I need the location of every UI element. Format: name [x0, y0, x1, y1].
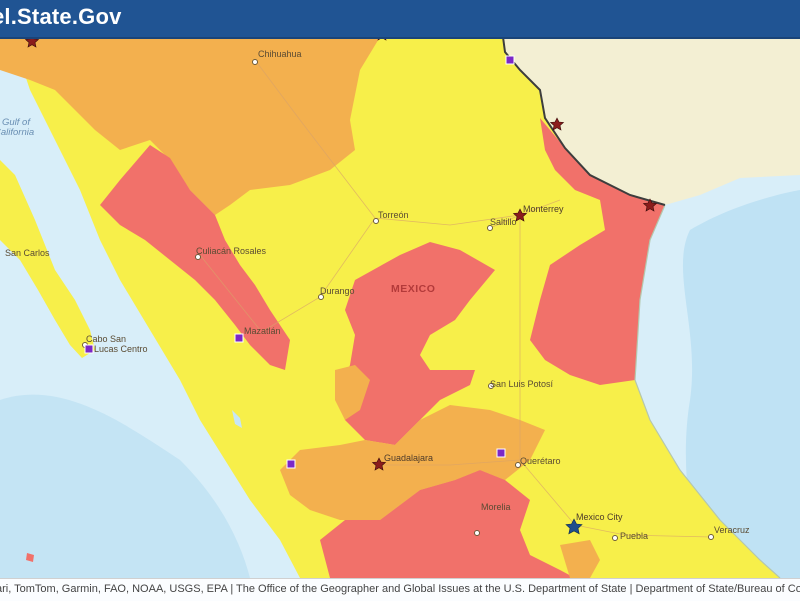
city-label-cabo-line2: Lucas Centro [94, 344, 148, 354]
city-label-queretaro: Querétaro [520, 456, 561, 466]
agency-square-icon[interactable] [234, 333, 244, 343]
embassy-star-icon[interactable] [565, 518, 583, 535]
city-label-cabo-line1: Cabo San [86, 334, 126, 344]
city-dots [82, 59, 714, 541]
consulate-star-icon[interactable] [24, 37, 40, 48]
country-label-mexico: MEXICO [391, 283, 435, 295]
water-label-gulf-line1: Gulf of [2, 117, 31, 128]
island [232, 410, 242, 428]
city-label-saltillo: Saltillo [490, 217, 517, 227]
city-label-morelia: Morelia [481, 502, 511, 512]
agency-square-icon[interactable] [505, 55, 515, 65]
map-attribution: ari, TomTom, Garmin, FAO, NOAA, USGS, EP… [0, 578, 800, 601]
us-territory [503, 37, 800, 205]
zone-reconsider-puebla-south [560, 540, 600, 578]
zone-do-not-travel-michoacan [320, 470, 575, 578]
city-label-puebla: Puebla [620, 531, 648, 541]
city-label-torreon: Torreón [378, 210, 409, 220]
agency-square-icon[interactable] [286, 459, 296, 469]
consulate-star-icon[interactable] [642, 198, 658, 212]
zone-do-not-travel-zacatecas [340, 242, 495, 445]
city-label-monterrey: Monterrey [523, 204, 564, 214]
city-label-chihuahua: Chihuahua [258, 49, 302, 59]
travel-advisory-map[interactable]: Chihuahua Torreón Monterrey Saltillo Cul… [0, 37, 800, 578]
zone-reconsider-chihuahua [0, 37, 380, 215]
city-label-veracruz: Veracruz [714, 525, 750, 535]
site-title[interactable]: el.State.Gov [0, 4, 122, 29]
consulate-star-icon[interactable] [512, 208, 528, 222]
city-label-mexico-city: Mexico City [576, 512, 623, 522]
agency-markers[interactable] [84, 55, 515, 469]
water-label-gulf-line2: California [0, 127, 34, 138]
zone-do-not-travel-sinaloa [100, 145, 290, 370]
consulate-star-icon[interactable] [371, 457, 387, 471]
city-label-san-luis-potosi: San Luis Potosí [490, 379, 554, 389]
city-label-guadalajara: Guadalajara [384, 453, 433, 463]
zone-do-not-travel-tamaulipas [530, 118, 665, 385]
agency-square-icon[interactable] [84, 344, 94, 354]
road-network [199, 59, 713, 538]
deep-ocean-shade [682, 190, 800, 578]
zone-baja-peninsula [0, 160, 95, 358]
agency-square-icon[interactable] [496, 448, 506, 458]
city-label-culiacan: Culiacán Rosales [196, 246, 267, 256]
header-bar: el.State.Gov [0, 0, 800, 39]
attribution-text: ari, TomTom, Garmin, FAO, NOAA, USGS, EP… [0, 583, 800, 595]
city-label-mazatlan: Mazatlán [244, 326, 281, 336]
city-label-durango: Durango [320, 286, 355, 296]
island-red [26, 553, 34, 562]
coastline [634, 204, 781, 578]
pacific-shade [0, 394, 250, 578]
zone-reconsider-nayarit-edge [335, 365, 370, 420]
city-label-san-carlos: San Carlos [5, 248, 50, 258]
zone-reconsider-jalisco [280, 405, 545, 520]
consulate-star-icon[interactable] [549, 117, 565, 131]
